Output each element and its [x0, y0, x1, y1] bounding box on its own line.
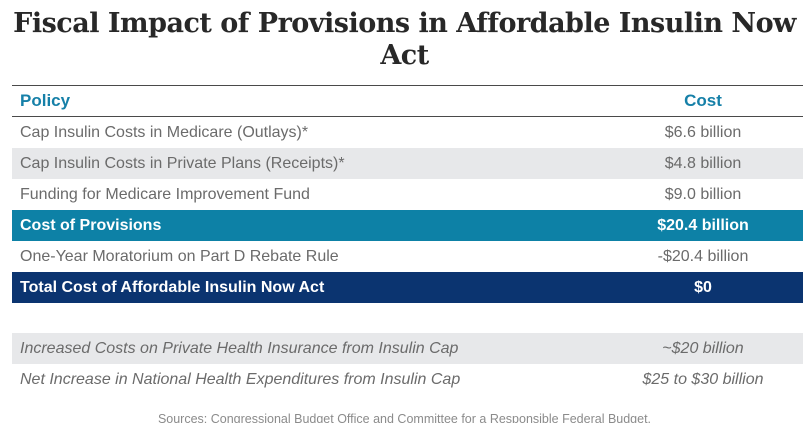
footnotes: Sources: Congressional Budget Office and…: [0, 409, 809, 423]
column-header-policy: Policy: [20, 91, 71, 110]
table-row: One-Year Moratorium on Part D Rebate Rul…: [12, 241, 803, 272]
table-header-row: Policy Cost: [12, 85, 803, 117]
cost-cell: $20.4 billion: [657, 216, 749, 234]
table-row-subtotal: Cost of Provisions $20.4 billion: [12, 210, 803, 241]
table-row-total: Total Cost of Affordable Insulin Now Act…: [12, 272, 803, 303]
table-row: Cap Insulin Costs in Private Plans (Rece…: [12, 148, 803, 179]
cost-cell: $9.0 billion: [664, 185, 742, 203]
fiscal-impact-table: Policy Cost Cap Insulin Costs in Medicar…: [12, 85, 803, 303]
policy-cell: Total Cost of Affordable Insulin Now Act: [20, 278, 325, 296]
policy-cell: Cap Insulin Costs in Private Plans (Rece…: [20, 154, 345, 172]
policy-cell: Net Increase in National Health Expendit…: [20, 370, 461, 388]
source-line: Sources: Congressional Budget Office and…: [157, 412, 652, 423]
supplemental-row: Increased Costs on Private Health Insura…: [12, 333, 803, 364]
cost-cell: ~$20 billion: [662, 339, 744, 357]
cost-cell: $25 to $30 billion: [642, 370, 764, 388]
policy-cell: Increased Costs on Private Health Insura…: [20, 339, 459, 357]
page-title: Fiscal Impact of Provisions in Affordabl…: [13, 8, 796, 71]
supplemental-table: Increased Costs on Private Health Insura…: [12, 333, 803, 395]
column-header-cost: Cost: [684, 91, 722, 110]
cost-cell: $6.6 billion: [664, 123, 742, 141]
policy-cell: One-Year Moratorium on Part D Rebate Rul…: [20, 247, 339, 265]
cost-cell: $0: [694, 278, 712, 296]
cost-cell: $4.8 billion: [664, 154, 742, 172]
table-row: Cap Insulin Costs in Medicare (Outlays)*…: [12, 117, 803, 148]
cost-cell: -$20.4 billion: [657, 247, 749, 265]
supplemental-row: Net Increase in National Health Expendit…: [12, 364, 803, 395]
policy-cell: Cap Insulin Costs in Medicare (Outlays)*: [20, 123, 309, 141]
policy-cell: Funding for Medicare Improvement Fund: [20, 185, 310, 203]
policy-cell: Cost of Provisions: [20, 216, 162, 234]
table-row: Funding for Medicare Improvement Fund $9…: [12, 179, 803, 210]
